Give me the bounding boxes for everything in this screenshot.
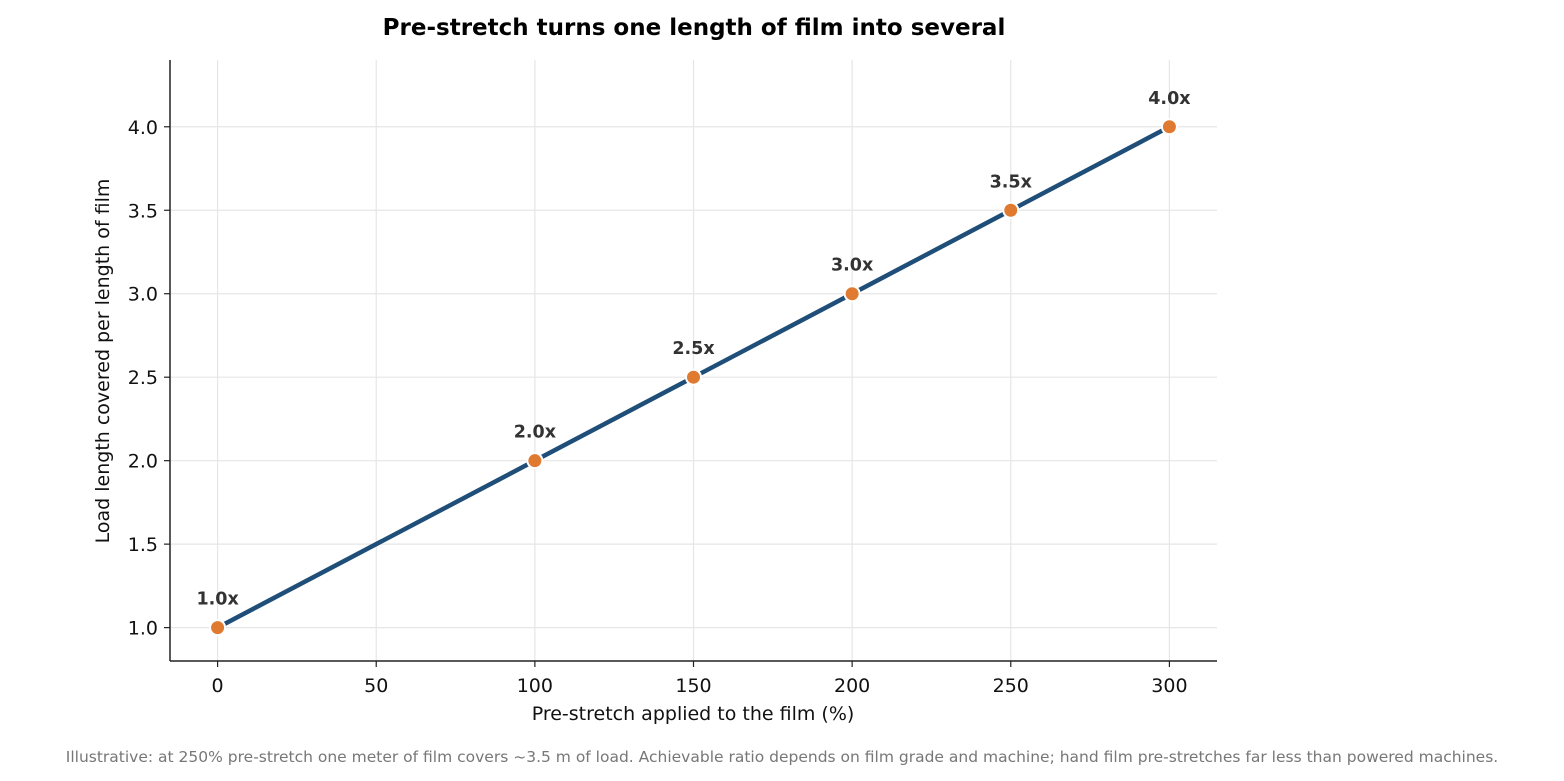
grid-lines [170, 60, 1217, 661]
x-tick-label: 300 [1151, 675, 1187, 697]
x-tick-label: 200 [834, 675, 870, 697]
series-line [215, 124, 1172, 630]
chart-title: Pre-stretch turns one length of film int… [383, 15, 1006, 41]
data-point [526, 452, 544, 470]
data-point [685, 368, 702, 386]
x-tick-label: 0 [212, 675, 224, 697]
data-point [843, 285, 861, 303]
data-label: 3.0x [831, 256, 874, 276]
data-label: 4.0x [1148, 89, 1191, 109]
y-axis-label: Load length covered per length of film [92, 179, 114, 544]
y-tick-label: 1.0 [128, 618, 158, 640]
x-axis-label: Pre-stretch applied to the film (%) [532, 703, 855, 725]
data-label: 1.0x [196, 590, 239, 610]
y-tick-label: 1.5 [128, 534, 158, 556]
data-label: 2.0x [514, 423, 557, 443]
data-point [1160, 118, 1178, 136]
data-point [1002, 201, 1020, 219]
axes [164, 60, 1217, 667]
y-tick-label: 2.0 [128, 451, 158, 473]
y-tick-label: 4.0 [128, 117, 158, 139]
x-tick-label: 50 [364, 675, 388, 697]
x-tick-label: 100 [517, 675, 553, 697]
series [209, 118, 1178, 637]
chart-footnote: Illustrative: at 250% pre-stretch one me… [66, 748, 1498, 766]
data-labels: 1.0x 2.0x 2.5x 3.0x 3.5x 4.0x [196, 89, 1191, 610]
y-tick-label: 2.5 [128, 367, 158, 389]
x-tick-label: 150 [675, 675, 711, 697]
y-tick-label: 3.0 [128, 284, 158, 306]
x-tick-label: 250 [993, 675, 1029, 697]
tick-labels: 0 50 100 150 200 250 300 1.0 1.5 2.0 2.5 3.0 3.5 4.0 [128, 117, 1188, 697]
data-label: 3.5x [990, 172, 1033, 192]
data-point [209, 619, 227, 637]
y-tick-label: 3.5 [128, 200, 158, 222]
data-label: 2.5x [672, 339, 715, 359]
